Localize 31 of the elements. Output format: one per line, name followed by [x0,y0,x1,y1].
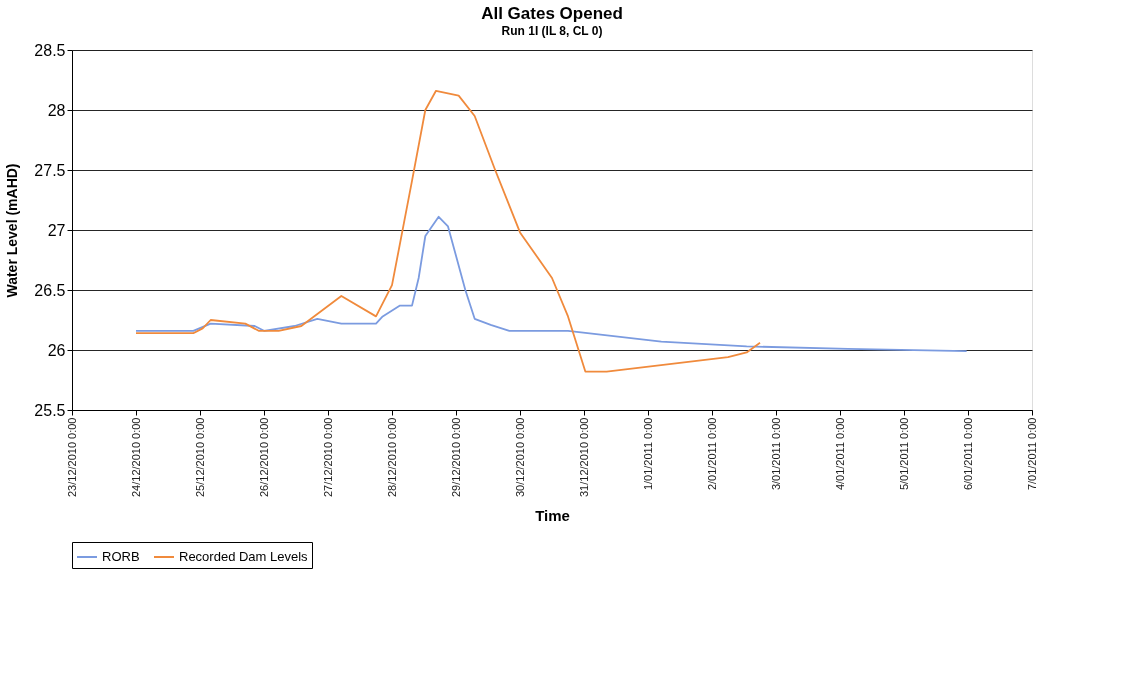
y-tick-label: 27 [47,221,66,239]
y-axis-title: Water Level (mAHD) [4,163,21,298]
legend-label: RORB [102,549,140,564]
x-tick-label: 29/12/2010 0:00 [449,417,462,498]
x-tick-label: 31/12/2010 0:00 [577,417,590,498]
y-tick-label: 25.5 [34,401,66,419]
x-tick-label: 24/12/2010 0:00 [129,417,142,498]
x-tick-label: 28/12/2010 0:00 [385,417,398,498]
x-tick-label: 1/01/2011 0:00 [641,417,654,491]
x-tick-label: 3/01/2011 0:00 [769,417,782,491]
legend-label: Recorded Dam Levels [179,549,309,564]
x-tick-label: 6/01/2011 0:00 [961,417,974,491]
x-tick-label: 27/12/2010 0:00 [321,417,334,498]
y-tick-label: 28.5 [34,41,66,59]
x-tick-label: 2/01/2011 0:00 [705,417,718,491]
y-tick-label: 26.5 [34,281,66,299]
x-tick-label: 7/01/2011 0:00 [1025,417,1038,491]
line-series [135,89,761,373]
y-tick-label: 27.5 [34,161,66,179]
x-tick-label: 25/12/2010 0:00 [193,417,206,498]
y-tick-label: 26 [47,341,66,359]
x-tick-label: 23/12/2010 0:00 [65,417,78,498]
line-series [135,215,968,353]
x-axis-title: Time [535,507,570,525]
x-tick-label: 30/12/2010 0:00 [513,417,526,498]
chart-subtitle: Run 1I (IL 8, CL 0) [501,24,603,38]
x-tick-label: 5/01/2011 0:00 [897,417,910,491]
x-tick-label: 26/12/2010 0:00 [257,417,270,498]
chart-title: All Gates Opened [481,4,623,23]
y-tick-label: 28 [47,101,66,119]
x-tick-label: 4/01/2011 0:00 [833,417,846,491]
